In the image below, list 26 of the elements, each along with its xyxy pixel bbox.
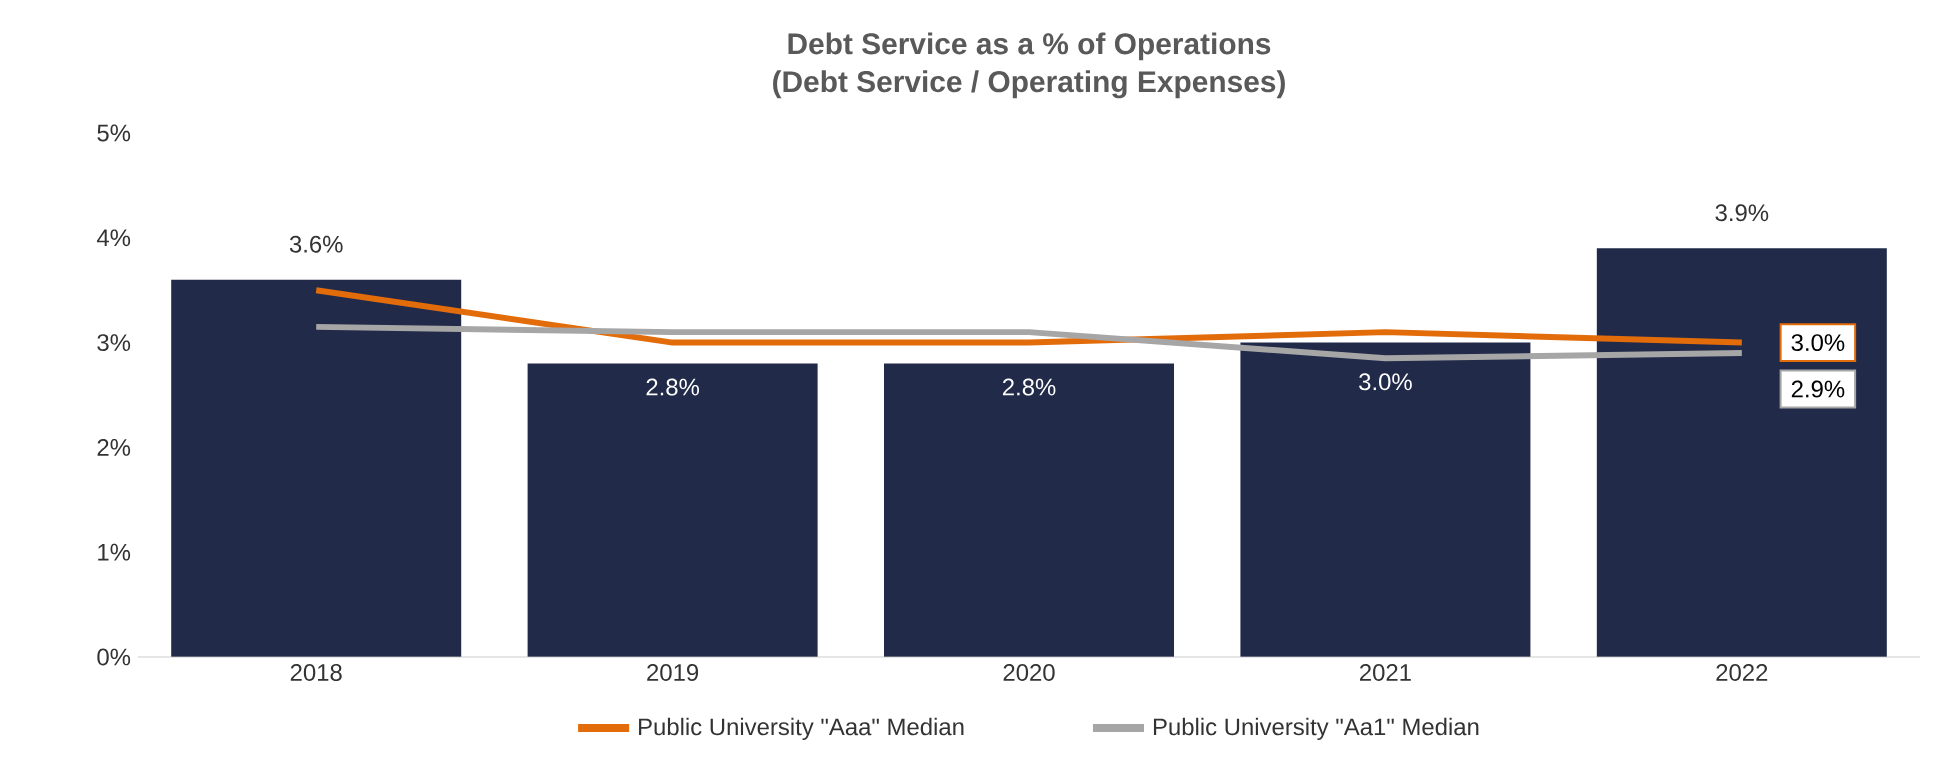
legend-label: Public University "Aaa" Median	[639, 717, 964, 741]
legend-label: Public University "Aa1" Median	[1153, 717, 1479, 741]
data-label: 3.0%	[1359, 373, 1412, 391]
y-tick-label: 3%	[97, 334, 131, 352]
x-tick-label: 2019	[647, 664, 699, 681]
annotation: 3.0%	[1791, 334, 1845, 352]
bar	[1240, 342, 1531, 657]
y-tick-label: 4%	[96, 229, 131, 247]
bar	[1596, 248, 1887, 657]
y-tick-label: 0%	[97, 648, 131, 666]
bar	[171, 279, 462, 657]
data-label: 3.9%	[1715, 204, 1769, 222]
bar	[527, 363, 818, 657]
x-tick-label: 2021	[1360, 664, 1411, 681]
bar	[884, 363, 1175, 657]
x-tick-label: 2020	[1003, 664, 1055, 681]
x-tick-label: 2018	[290, 664, 342, 681]
chart-title: Debt Service as a % of Operations (Debt Service / Operating Expenses)	[773, 32, 1285, 99]
y-tick-label: 5%	[97, 124, 131, 142]
data-label: 2.8%	[646, 378, 699, 396]
data-label: 3.6%	[289, 235, 343, 253]
annotation: 2.9%	[1791, 380, 1845, 398]
data-label: 2.8%	[1002, 378, 1056, 396]
y-tick-label: 2%	[97, 438, 131, 456]
x-tick-label: 2022	[1716, 664, 1768, 681]
y-tick-label: 1%	[98, 543, 131, 561]
